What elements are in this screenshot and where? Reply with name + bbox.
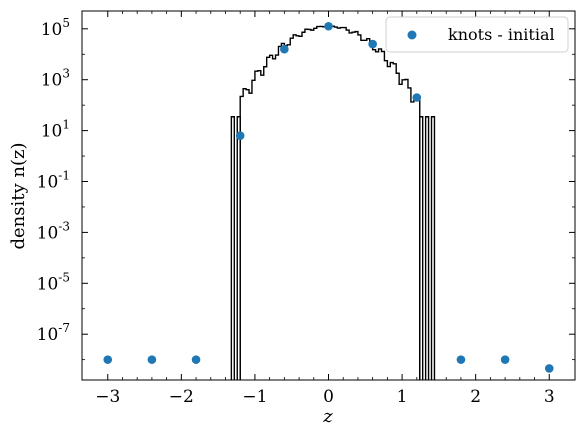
x-tick-label: 3 xyxy=(544,387,555,407)
histogram-edge-bin xyxy=(424,116,430,380)
legend-box xyxy=(385,16,569,53)
y-tick-label: 101 xyxy=(41,118,70,142)
x-tick-label: 2 xyxy=(470,387,481,407)
y-tick-label: 10-1 xyxy=(37,169,70,193)
x-tick-label: 1 xyxy=(397,387,408,407)
knots-layer xyxy=(103,21,554,373)
x-tick-label: −1 xyxy=(242,387,267,407)
x-tick-label: −2 xyxy=(169,387,194,407)
knot-point xyxy=(191,355,201,364)
legend-marker xyxy=(407,30,417,40)
knot-point xyxy=(544,364,554,373)
knot-point xyxy=(500,355,510,364)
x-tick-label: 0 xyxy=(323,387,334,407)
knot-point xyxy=(103,355,113,364)
knot-point xyxy=(235,131,245,141)
histogram-edge-bin xyxy=(230,116,236,380)
knot-point xyxy=(147,355,157,364)
y-tick-label: 10-5 xyxy=(37,270,70,294)
histogram-edge-bin xyxy=(419,116,424,380)
knot-point xyxy=(456,355,466,364)
histogram-edge-bin xyxy=(430,116,436,380)
y-tick-label: 10-7 xyxy=(37,321,70,345)
knot-point xyxy=(412,93,422,102)
x-axis: −3 −2 −1 0 1 2 3 xyxy=(95,11,555,407)
legend-label: knots - initial xyxy=(448,25,555,44)
histogram-edge-bin xyxy=(236,116,241,380)
knot-point xyxy=(368,39,377,49)
x-axis-label: z xyxy=(322,406,333,427)
plot-area xyxy=(103,21,554,380)
y-tick-label: 103 xyxy=(41,67,70,91)
legend: knots - initial xyxy=(385,16,569,53)
y-tick-label: 10-3 xyxy=(37,219,70,243)
y-tick-label: 105 xyxy=(41,16,70,40)
y-axis: 105 103 101 10-1 10-3 10-5 10-7 xyxy=(37,16,575,361)
x-tick-label: −3 xyxy=(95,387,120,407)
knot-point xyxy=(324,21,333,31)
y-axis-label: density n(z) xyxy=(8,142,29,249)
knot-point xyxy=(280,44,289,54)
